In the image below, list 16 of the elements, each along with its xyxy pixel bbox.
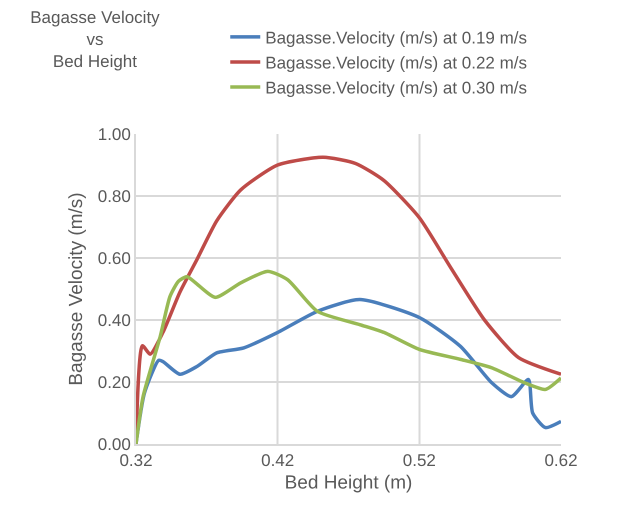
y-tick-label: 0.20 (98, 372, 131, 392)
y-tick-label: 0.00 (98, 434, 131, 454)
x-axis-title: Bed Height (m) (284, 472, 412, 494)
y-tick-label: 0.80 (98, 186, 131, 206)
x-tick-label: 0.42 (261, 451, 294, 470)
y-tick-label: 0.40 (98, 310, 131, 330)
y-axis-title: Bagasse Velocity (m/s) (66, 192, 88, 386)
y-tick-label: 0.60 (98, 248, 131, 268)
chart-title: Bagasse Velocity vs Bed Height (30, 8, 160, 72)
legend-label: Bagasse.Velocity (m/s) at 0.22 m/s (265, 54, 527, 73)
legend-label: Bagasse.Velocity (m/s) at 0.19 m/s (265, 28, 527, 48)
legend-label: Bagasse.Velocity (m/s) at 0.30 m/s (265, 78, 527, 98)
y-tick-label: 1.00 (98, 124, 131, 144)
x-tick-label: 0.32 (119, 451, 153, 470)
x-tick-label: 0.52 (402, 451, 436, 470)
x-tick-label: 0.62 (544, 451, 578, 470)
